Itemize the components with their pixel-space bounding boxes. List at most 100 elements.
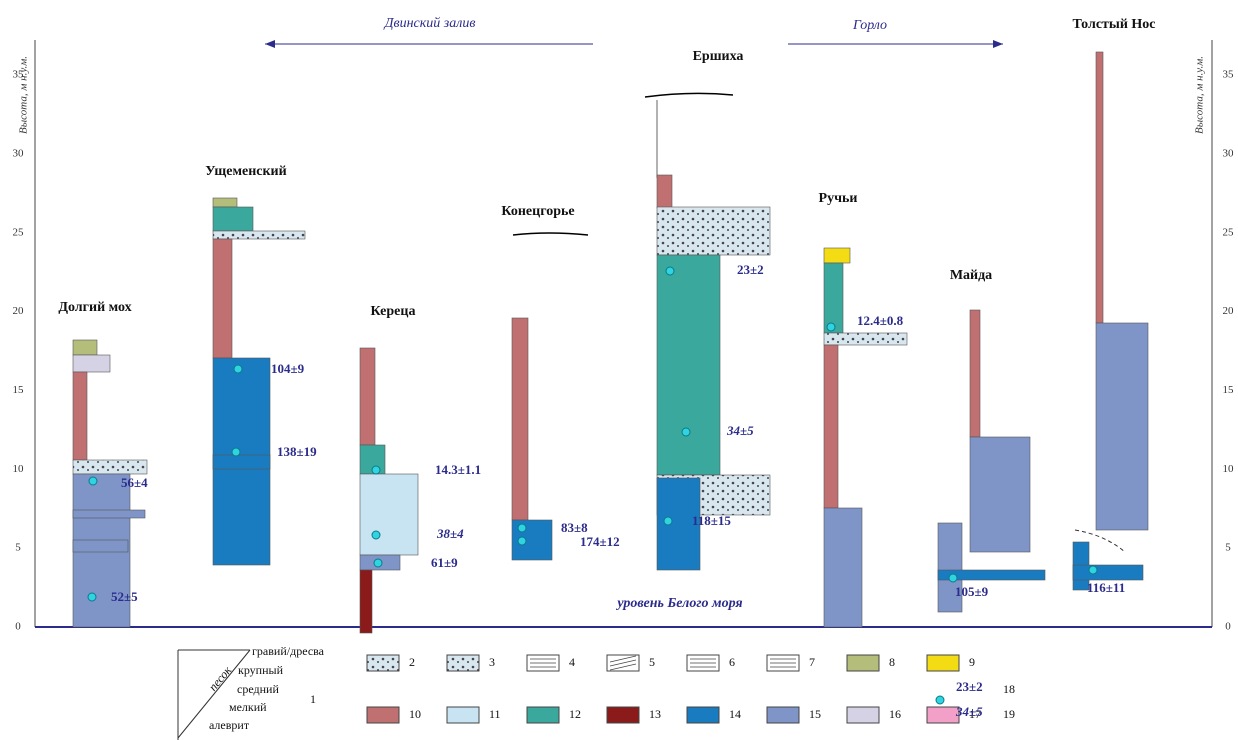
- legend-swatch: [686, 706, 720, 724]
- age-label: 34±5: [726, 423, 754, 438]
- axis-label: Высота, м н.у.м.: [18, 56, 30, 134]
- layer: [72, 539, 129, 553]
- legend-swatch: [446, 654, 480, 672]
- legend-number: 8: [889, 655, 895, 669]
- legend-swatch: [926, 654, 960, 672]
- layer: [72, 371, 88, 461]
- legend-label: песок: [206, 663, 235, 694]
- legend-hatch: [609, 659, 637, 667]
- legend-swatch: [526, 706, 560, 724]
- age-label: 61±9: [431, 555, 458, 570]
- age-label: 118±15: [692, 513, 731, 528]
- sample-point: [87, 592, 97, 602]
- layer: [72, 459, 148, 475]
- column-name: Долгий мох: [58, 300, 131, 315]
- legend-swatch: [606, 706, 640, 724]
- column-name: Толстый Нос: [1072, 17, 1155, 32]
- legend-number: 12: [569, 707, 581, 721]
- column-name: Ручьи: [819, 191, 858, 206]
- legend-swatch: [846, 706, 880, 724]
- tick-label: 10: [1223, 463, 1235, 475]
- layer: [656, 477, 701, 571]
- layer: [511, 317, 529, 521]
- age-label: 138±19: [277, 444, 317, 459]
- tick-label: 35: [13, 69, 25, 81]
- age-label: 105±9: [955, 584, 989, 599]
- sample-point: [517, 523, 527, 533]
- tick-label: 20: [13, 305, 25, 317]
- layer: [1095, 322, 1149, 531]
- layer: [823, 344, 839, 509]
- layer: [937, 522, 963, 613]
- layer: [823, 332, 908, 346]
- legend-number: 18: [1003, 682, 1015, 696]
- age-label: 116±11: [1087, 580, 1125, 595]
- tick-label: 20: [1223, 305, 1235, 317]
- tick-label: 5: [15, 542, 21, 554]
- tick-label: 15: [13, 384, 25, 396]
- layer: [72, 509, 146, 519]
- layer: [969, 309, 981, 438]
- legend-number: 11: [489, 707, 501, 721]
- legend-number: 14: [729, 707, 741, 721]
- truncation: [512, 92, 734, 236]
- legend-swatch: [926, 706, 960, 724]
- age-label: 52±5: [111, 589, 138, 604]
- column-name: Конецгорье: [501, 204, 574, 219]
- layer: [212, 206, 254, 232]
- legend-hatch: [609, 655, 637, 663]
- legend-number: 2: [409, 655, 415, 669]
- layer: [823, 262, 844, 334]
- direction-label: Двинский залив: [383, 16, 476, 31]
- age-label: 38±4: [436, 526, 464, 541]
- legend-point: [935, 695, 945, 705]
- legend-swatch: [446, 706, 480, 724]
- layer: [359, 473, 419, 556]
- layer: [212, 230, 306, 240]
- tick-label: 25: [1223, 226, 1235, 238]
- tick-label: 30: [1223, 147, 1235, 159]
- legend-label: крупный: [238, 663, 284, 677]
- legend-number: 6: [729, 655, 735, 669]
- sample-point: [1088, 565, 1098, 575]
- direction-label: Горло: [852, 18, 887, 33]
- legend-age: 23±2: [956, 679, 983, 694]
- legend-number: 16: [889, 707, 901, 721]
- age-label: 104±9: [271, 361, 305, 376]
- layer: [359, 347, 376, 446]
- layer: [72, 339, 98, 356]
- layer: [212, 454, 271, 470]
- column-name: Ершиха: [693, 49, 744, 64]
- legend-number: 19: [1003, 707, 1015, 721]
- legend-label: средний: [237, 682, 279, 696]
- age-label: 12.4±0.8: [857, 313, 904, 328]
- legend-swatch: [846, 654, 880, 672]
- age-label: 23±2: [737, 262, 764, 277]
- sea-level-label: уровень Белого моря: [615, 596, 742, 611]
- legend-number: 9: [969, 655, 975, 669]
- legend-label: мелкий: [229, 700, 267, 714]
- tick-label: 5: [1225, 542, 1231, 554]
- age-label: 14.3±1.1: [435, 462, 481, 477]
- layer: [656, 206, 771, 256]
- layer: [212, 197, 238, 208]
- layer: [823, 507, 863, 628]
- tick-label: 30: [13, 147, 25, 159]
- layer: [359, 569, 373, 634]
- layer: [1095, 51, 1104, 324]
- legend-label: алеврит: [209, 718, 250, 732]
- layer: [823, 247, 851, 264]
- column-name: Кереца: [371, 304, 416, 319]
- legend-age: 34±5: [955, 704, 983, 719]
- tick-label: 0: [1225, 621, 1231, 633]
- age-label: 56±4: [121, 475, 148, 490]
- legend-number: 10: [409, 707, 421, 721]
- legend-number: 7: [809, 655, 815, 669]
- layer: [937, 569, 1046, 581]
- legend-number: 1: [310, 692, 316, 706]
- legend: песок гравий/дресва крупный средний мелкий ал…: [177, 644, 1015, 740]
- legend-swatch: [366, 654, 400, 672]
- tick-label: 0: [15, 621, 21, 633]
- sample-point: [231, 447, 241, 457]
